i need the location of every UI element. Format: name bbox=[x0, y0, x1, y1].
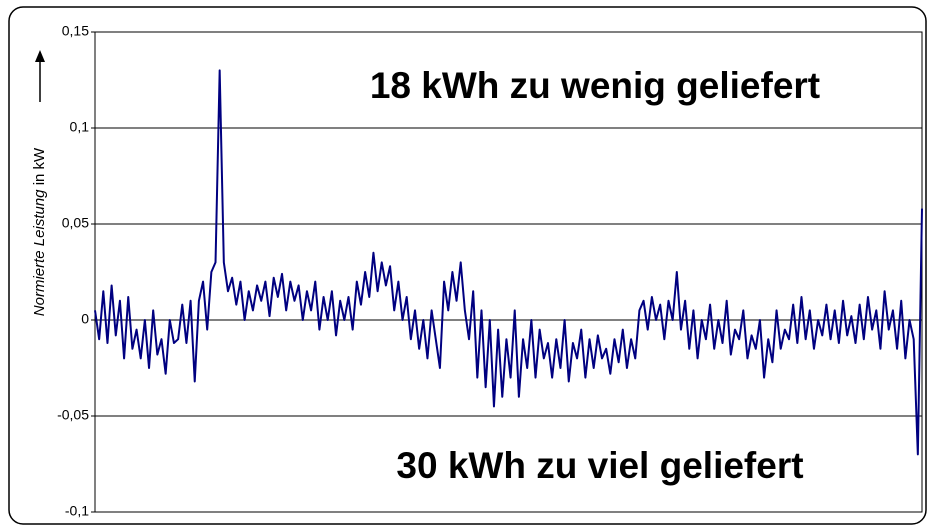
chart-frame bbox=[8, 6, 927, 525]
y-label-unit: in kW bbox=[31, 147, 48, 185]
y-tick-label: 0,05 bbox=[62, 215, 89, 231]
annotation: 30 kWh zu viel geliefert bbox=[396, 445, 803, 486]
y-axis-arrowhead bbox=[35, 50, 45, 62]
y-tick-label: -0,05 bbox=[57, 407, 89, 423]
annotation: 18 kWh zu wenig geliefert bbox=[370, 65, 820, 106]
y-tick-label: 0,1 bbox=[70, 119, 90, 135]
y-tick-label: -0,1 bbox=[65, 503, 89, 519]
y-tick-label: 0 bbox=[81, 311, 89, 327]
y-axis-label: Normierte Leistung in kW bbox=[31, 147, 48, 316]
y-tick-label: 0,15 bbox=[62, 23, 89, 39]
y-label-italic: Normierte Leistung bbox=[31, 189, 48, 316]
data-line bbox=[94, 69, 923, 456]
